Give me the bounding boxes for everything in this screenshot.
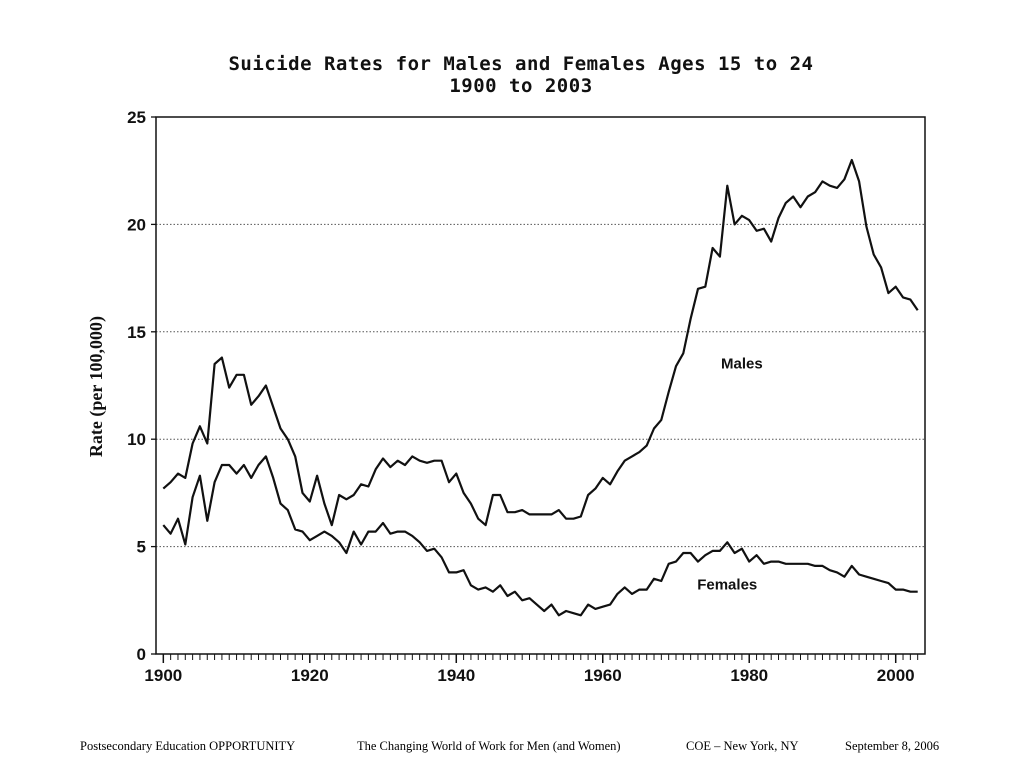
y-tick-label: 20	[127, 215, 146, 234]
plot-frame	[155, 116, 926, 655]
y-axis-title: Rate (per 100,000)	[86, 316, 107, 457]
footer-presentation-title: The Changing World of Work for Men (and …	[357, 739, 621, 753]
x-tick-label: 1940	[437, 666, 475, 685]
series-line-males	[162, 158, 919, 527]
footer-date: September 8, 2006	[845, 739, 940, 753]
series-label-males: Males	[721, 355, 763, 372]
chart-title: Suicide Rates for Males and Females Ages…	[228, 53, 814, 75]
footer-location: COE – New York, NY	[686, 739, 799, 753]
y-tick-label: 15	[127, 323, 146, 342]
x-tick-label: 1920	[291, 666, 329, 685]
x-tick-label: 2000	[877, 666, 915, 685]
tick-labels: 0 5 10 15 20 25 1900 1920 1940 1960 1980 2000	[127, 108, 915, 685]
y-tick-label: 0	[137, 645, 146, 664]
line-chart: 0 5 10 15 20 25 1900 1920 1940 1960 1980 2000 Males…	[86, 108, 926, 685]
chart-subtitle: 1900 to 2003	[449, 75, 593, 97]
y-tick-label: 10	[127, 430, 146, 449]
series-line-females	[162, 455, 918, 617]
series-lines: Males Females	[162, 158, 919, 617]
x-tick-label: 1900	[144, 666, 182, 685]
x-tick-label: 1980	[730, 666, 768, 685]
y-tick-label: 5	[137, 538, 146, 557]
y-tick-label: 25	[127, 108, 146, 127]
footer: Postsecondary Education OPPORTUNITY The …	[0, 739, 1024, 759]
grid-lines	[156, 223, 925, 548]
x-tick-label: 1960	[584, 666, 622, 685]
series-label-females: Females	[697, 577, 757, 594]
footer-organization: Postsecondary Education OPPORTUNITY	[80, 739, 296, 753]
axis-ticks	[151, 116, 919, 663]
